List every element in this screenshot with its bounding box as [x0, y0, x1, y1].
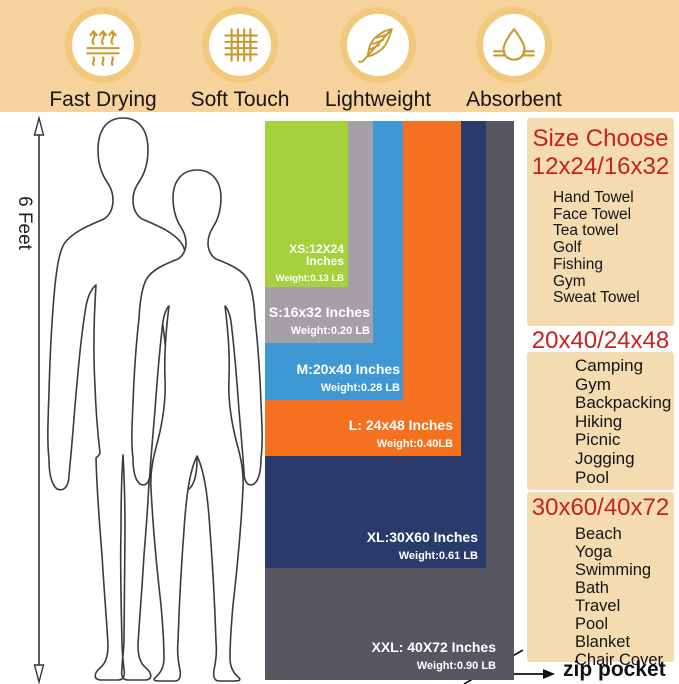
feature-steam: Fast Drying	[37, 7, 169, 112]
size-weight-text: Weight:0.90 LB	[416, 660, 496, 672]
size-rect-xs: XS:12X24 Inches Weight:0.13 LB	[265, 121, 348, 287]
use-case-item: Chair Cover	[575, 651, 664, 669]
size-weight-text: Weight:0.61 LB	[398, 550, 478, 562]
use-case-item: Face Towel	[553, 205, 632, 223]
feature-label: Absorbent	[466, 88, 562, 111]
use-case-item: Backpacking	[575, 393, 672, 413]
use-case-item: Camping	[575, 356, 644, 375]
droplet-icon-badge	[476, 7, 552, 83]
feature-label: Fast Drying	[49, 88, 157, 111]
use-case-list: Beach Yoga Swimming Bath Travel Pool Blanket Ch…	[527, 525, 674, 669]
size-dimensions-text: XS:12X24 Inches	[289, 241, 344, 268]
size-weight-text: Weight:0.40LB	[376, 438, 453, 450]
guide-heading-2: 20x40/24x48	[531, 327, 670, 354]
use-case-item: Gym	[553, 272, 586, 290]
size-rect-label: XL:30X60 Inches Weight:0.61 LB	[367, 530, 478, 562]
height-arrow	[33, 116, 45, 684]
steam-icon	[80, 22, 126, 68]
use-case-item: Travel	[575, 597, 621, 615]
size-rect-label: XS:12X24 Inches Weight:0.13 LB	[265, 243, 344, 284]
woman-figure	[131, 169, 263, 682]
use-case-item: Pool	[575, 467, 610, 487]
feature-feather: Lightweight	[312, 7, 444, 112]
guide-title: Size Choose	[532, 125, 669, 152]
zip-pocket-label: zip pocket	[563, 658, 666, 681]
size-dimensions-text: L: 24x48 Inches	[348, 417, 453, 433]
use-case-item: Golf	[553, 239, 582, 257]
size-rect-label: S:16x32 Inches Weight:0.20 LB	[269, 305, 370, 337]
use-case-item: Fishing	[553, 255, 603, 273]
use-case-item: Beach	[575, 525, 622, 543]
use-case-item: Jogging	[575, 448, 635, 468]
size-dimensions-text: M:20x40 Inches	[296, 361, 401, 377]
guide-panel-1: Size Choose 12x24/16x32 Hand Towel Face Tow…	[527, 118, 674, 326]
size-dimensions-text: XXL: 40X72 Inches	[371, 639, 496, 655]
feature-droplet: Absorbent	[448, 7, 580, 112]
use-case-item: Tea towel	[553, 222, 619, 240]
size-weight-text: Weight:0.28 LB	[320, 382, 400, 394]
size-guide: Size Choose 12x24/16x32 Hand Towel Face Tow…	[527, 0, 674, 684]
size-dimensions-text: XL:30X60 Inches	[366, 529, 478, 545]
use-case-item: Pool	[575, 615, 609, 633]
use-case-list: Hand Towel Face Towel Tea towel Golf Fishing…	[527, 189, 674, 307]
use-case-item: Bath	[575, 579, 609, 597]
droplet-icon	[491, 22, 537, 68]
use-case-item: Swimming	[575, 561, 652, 579]
use-case-item: Yoga	[575, 543, 613, 561]
feature-banner: Fast Drying Soft Touch Lightweight Absor…	[0, 0, 679, 112]
size-rect-label: L: 24x48 Inches Weight:0.40LB	[349, 418, 453, 450]
guide-heading-1: 12x24/16x32	[531, 153, 670, 180]
size-weight-text: Weight:0.20 LB	[290, 325, 370, 337]
weave-icon	[217, 22, 263, 68]
size-stack: XS:12X24 Inches Weight:0.13 LB S:16x32 Inc…	[265, 121, 515, 681]
use-case-item: Hiking	[575, 411, 623, 431]
guide-panel-2: Camping Gym Backpacking Hiking Picnic Jogging…	[527, 352, 674, 490]
guide-panel-3: 30x60/40x72 Beach Yoga Swimming Bath Travel Po…	[527, 492, 674, 669]
man-figure	[47, 117, 199, 681]
use-case-list: Camping Gym Backpacking Hiking Picnic Jogging…	[527, 356, 674, 487]
size-dimensions-text: S:16x32 Inches	[268, 304, 370, 320]
size-weight-text: Weight:0.13 LB	[275, 272, 344, 284]
size-rect-label: XXL: 40X72 Inches Weight:0.90 LB	[371, 640, 496, 672]
use-case-item: Gym	[575, 374, 611, 394]
feather-icon	[355, 22, 401, 68]
feather-icon-badge	[340, 7, 416, 83]
use-case-item: Sweat Towel	[553, 289, 640, 307]
use-case-item: Hand Towel	[553, 189, 634, 206]
steam-icon-badge	[65, 7, 141, 83]
use-case-item: Blanket	[575, 633, 631, 651]
feature-label: Soft Touch	[190, 88, 290, 111]
use-case-item: Picnic	[575, 430, 621, 450]
guide-heading-3: 30x60/40x72	[531, 494, 670, 521]
size-rect-label: M:20x40 Inches Weight:0.28 LB	[297, 362, 401, 394]
weave-icon-badge	[202, 7, 278, 83]
feature-weave: Soft Touch	[174, 7, 306, 112]
feature-label: Lightweight	[324, 88, 432, 111]
